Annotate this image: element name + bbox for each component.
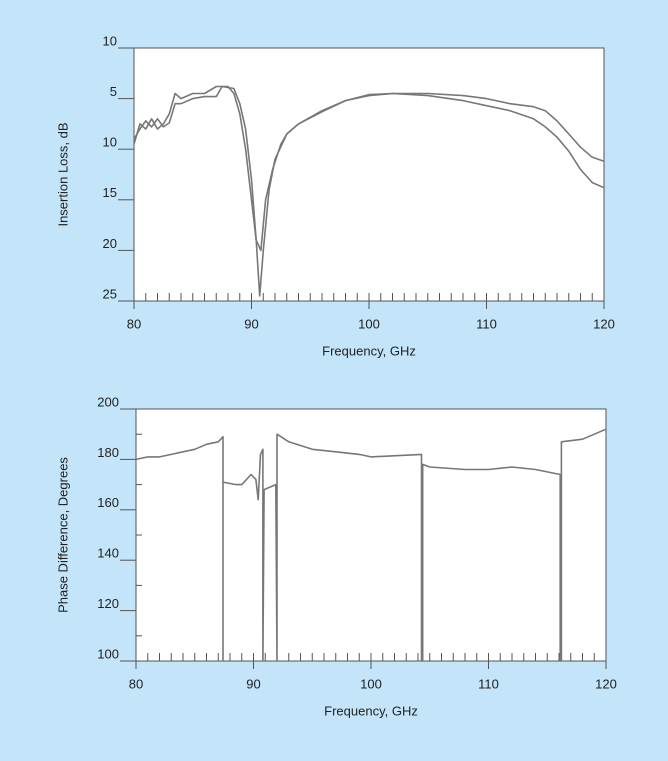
x-axis-title: Frequency, GHz [324, 703, 418, 718]
series-line [135, 428, 607, 662]
y-tick-label: 100 [97, 646, 119, 661]
x-tick-label: 100 [360, 676, 382, 691]
plot-area [133, 47, 605, 302]
series-line [133, 85, 605, 252]
y-tick-label: 15 [103, 185, 117, 200]
y-tick-label: 10 [103, 33, 117, 48]
y-tick-label: 10 [103, 135, 117, 150]
y-tick-label: 5 [110, 84, 117, 99]
y-tick-label: 180 [97, 445, 119, 460]
x-tick-label: 120 [595, 676, 617, 691]
x-tick-label: 110 [476, 316, 497, 331]
x-tick-label: 80 [129, 676, 143, 691]
x-tick-label: 100 [358, 316, 380, 331]
plot-area [135, 408, 607, 662]
y-axis-title: Insertion Loss, dB [55, 122, 70, 226]
y-tick-label: 25 [103, 286, 117, 301]
x-axis-title: Frequency, GHz [322, 343, 416, 358]
y-axis-title: Phase Difference, Degrees [55, 457, 70, 613]
y-tick-label: 160 [97, 495, 119, 510]
x-tick-label: 120 [593, 316, 615, 331]
x-tick-label: 80 [127, 316, 141, 331]
x-tick-label: 90 [246, 676, 260, 691]
y-tick-label: 140 [97, 546, 119, 561]
y-tick-label: 20 [103, 236, 117, 251]
series-line [133, 85, 605, 297]
x-tick-label: 90 [244, 316, 258, 331]
y-tick-label: 200 [97, 394, 119, 409]
y-tick-label: 120 [97, 596, 119, 611]
x-tick-label: 110 [478, 676, 499, 691]
